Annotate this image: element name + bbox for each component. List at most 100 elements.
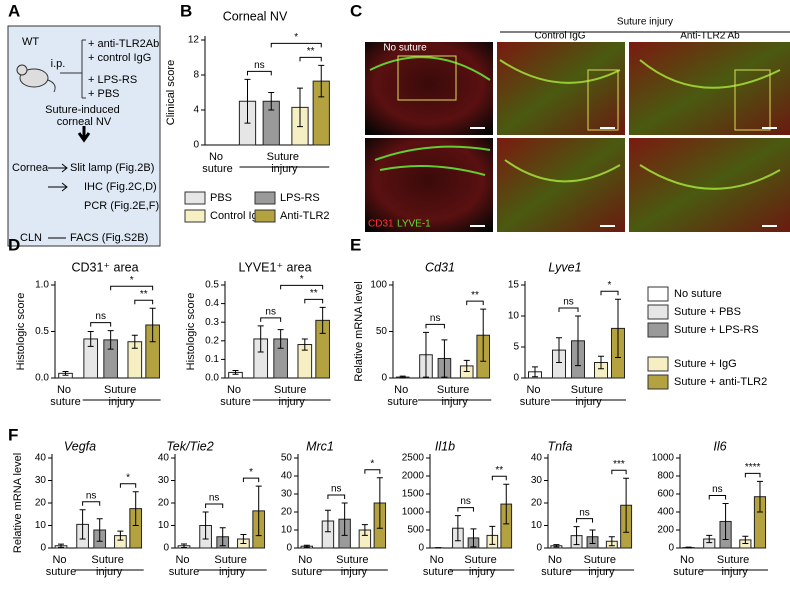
assay: Slit lamp (Fig.2B): [70, 162, 154, 174]
significance-bracket: [260, 317, 282, 322]
column-label: Control IgG: [534, 31, 585, 42]
error-bar: [573, 526, 580, 546]
error-bar: [181, 543, 187, 549]
chart-title: Corneal NV: [223, 9, 288, 23]
y-tick-label: 10: [158, 520, 170, 531]
significance-label: ns: [95, 311, 106, 322]
tissue: CLN: [20, 232, 42, 244]
error-bar: [454, 515, 461, 542]
y-tick-label: 10: [508, 311, 520, 322]
error-bar: [598, 355, 604, 370]
y-axis-label: Histologic score: [185, 293, 197, 371]
group-label: Suture injury: [617, 17, 673, 28]
error-bar: [361, 524, 368, 536]
error-bar: [532, 366, 538, 378]
tissue: Cornea: [12, 162, 49, 174]
legend-swatch: [647, 304, 669, 320]
significance-label: ****: [745, 462, 761, 473]
y-tick-label: 15: [508, 280, 520, 291]
y-tick-label: 10: [35, 520, 47, 531]
error-bar: [132, 491, 139, 526]
significance-label: ns: [331, 484, 342, 495]
chart-title: Lyve1: [548, 260, 581, 274]
significance-label: *: [370, 458, 374, 469]
legend-label: Suture + PBS: [674, 306, 741, 318]
y-tick-label: 800: [657, 471, 674, 482]
assay: FACS (Fig.S2B): [70, 232, 148, 244]
y-tick-label: 0.0: [35, 373, 49, 384]
y-axis-label: Clinical score: [165, 60, 177, 125]
significance-bracket: [364, 469, 381, 474]
significance-label: *: [608, 280, 612, 291]
x-group-label: No suture: [46, 554, 77, 578]
chart-title: CD31⁺ area: [71, 260, 138, 274]
error-bar: [722, 502, 729, 540]
significance-bracket: [134, 299, 154, 305]
significance-label: **: [310, 288, 318, 299]
significance-label: *: [126, 472, 130, 483]
significance-label: ns: [460, 496, 471, 507]
y-tick-label: 0.0: [205, 373, 219, 384]
y-tick-label: 0.1: [205, 354, 219, 365]
error-bar: [62, 370, 69, 376]
y-tick-label: 4: [193, 105, 199, 116]
y-tick-label: 1500: [402, 489, 425, 500]
x-group-label: Suture injury: [437, 384, 472, 408]
legend-label: Suture + IgG: [674, 358, 737, 370]
error-bar: [107, 330, 114, 350]
treatment: + LPS-RS: [88, 74, 137, 86]
error-bar: [489, 525, 496, 545]
y-tick-label: 40: [158, 453, 170, 464]
significance-bracket: [558, 307, 579, 312]
error-bar: [376, 477, 383, 529]
significance-label: ns: [712, 484, 723, 495]
error-bar: [742, 535, 749, 544]
legend-swatch: [254, 209, 276, 223]
y-tick-label: 20: [281, 507, 293, 518]
y-tick-label: 30: [281, 489, 293, 500]
stain-green: LYVE-1: [397, 219, 431, 230]
y-tick-label: 30: [35, 475, 47, 486]
y-tick-label: 0: [668, 543, 674, 554]
x-group-label: Suture injury: [464, 554, 499, 578]
error-bar: [706, 534, 713, 544]
micrographs: [365, 42, 790, 232]
significance-bracket: [466, 300, 484, 306]
legend-swatch: [647, 322, 669, 338]
y-tick-label: 50: [281, 453, 293, 464]
error-bar: [277, 329, 284, 349]
legend-swatch: [647, 356, 669, 372]
significance-label: ***: [613, 459, 625, 470]
arrow: [77, 126, 91, 143]
x-group-label: No suture: [541, 554, 572, 578]
legend-swatch: [184, 209, 206, 223]
significance-bracket: [280, 284, 324, 290]
y-axis-label: Relative mRNA level: [353, 281, 365, 381]
legend-label: No suture: [674, 288, 722, 300]
y-axis-label: Relative mRNA level: [12, 453, 24, 553]
legend-label: Anti-TLR2: [280, 210, 330, 222]
y-tick-label: 50: [376, 326, 388, 337]
error-bar: [575, 315, 581, 367]
y-tick-label: 0.5: [205, 280, 219, 291]
y-tick-label: 100: [370, 280, 387, 291]
error-bar: [480, 308, 487, 362]
y-tick-label: 5: [513, 342, 519, 353]
panel-letter: F: [8, 425, 18, 444]
significance-label: **: [471, 290, 479, 301]
y-tick-label: 0: [193, 140, 199, 151]
y-tick-label: 0.3: [205, 317, 219, 328]
chart-title: Il1b: [435, 439, 455, 453]
error-bar: [79, 509, 86, 540]
legend-swatch: [184, 191, 206, 205]
error-bar: [149, 307, 156, 343]
significance-bracket: [119, 483, 137, 488]
x-group-label: Suture injury: [267, 151, 302, 175]
significance-bracket: [270, 42, 322, 48]
y-tick-label: 30: [531, 475, 543, 486]
y-tick-label: 10: [281, 525, 293, 536]
panel-letter: C: [350, 1, 362, 20]
error-bar: [297, 87, 303, 128]
x-group-label: No suture: [387, 384, 418, 408]
chart-title: Vegfa: [64, 439, 96, 453]
